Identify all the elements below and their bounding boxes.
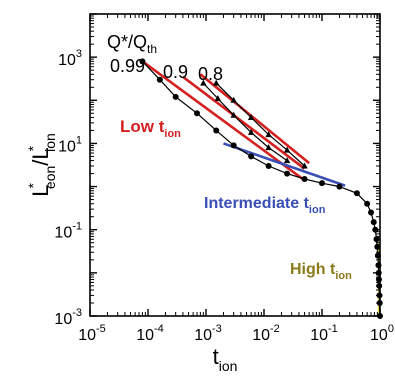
point-0.99-3 xyxy=(194,110,201,117)
point-0.99-12 xyxy=(353,190,360,197)
y-axis-title-sup1: * xyxy=(25,183,41,189)
y-axis-title-sup2: * xyxy=(25,145,41,151)
point-0.99-9 xyxy=(301,175,308,182)
y-axis-title: L*eon/L*ion xyxy=(25,133,58,197)
x-tick-label-base: 10 xyxy=(136,327,154,344)
x-tick-label-exp: -2 xyxy=(270,323,280,335)
point-0.99-10 xyxy=(319,180,325,187)
series-line-0.9 xyxy=(202,82,288,162)
legend-title-main: Q*/Q xyxy=(107,32,147,52)
legend-title-sub: th xyxy=(147,42,157,56)
series-line-0.8 xyxy=(215,82,305,167)
y-tick-label-base: 10 xyxy=(58,138,76,155)
point-0.9-0 xyxy=(200,79,207,86)
y-axis-title-p2: /L xyxy=(28,147,53,165)
y-tick-label-exp: -1 xyxy=(72,221,82,233)
x-tick-label-exp: -4 xyxy=(154,323,164,335)
x-tick-label: 10-1 xyxy=(310,323,338,344)
legend-title: Q*/Qth xyxy=(107,32,157,56)
x-axis-title: tion xyxy=(213,344,238,374)
y-axis-title-sub1: eon xyxy=(42,166,58,189)
point-0.9-1 xyxy=(214,94,222,101)
point-0.8-3 xyxy=(265,131,272,138)
y-tick-label-base: 10 xyxy=(54,225,72,242)
annotation-intermediate-sub: ion xyxy=(309,204,326,216)
x-tick-label: 100 xyxy=(370,323,394,344)
y-tick-label: 101 xyxy=(58,134,82,155)
point-0.8-4 xyxy=(283,146,291,153)
point-0.9-3 xyxy=(247,128,255,135)
y-tick-label-exp: 3 xyxy=(76,48,82,60)
annotation-high-sub: ion xyxy=(335,270,352,282)
point-0.8-5 xyxy=(301,162,308,169)
y-tick-label: 10-3 xyxy=(54,307,82,328)
fit-line-low-0 xyxy=(141,60,306,182)
point-0.9-2 xyxy=(230,111,237,118)
x-tick-label: 10-3 xyxy=(194,323,222,344)
annotation-intermediate-main: Intermediate t xyxy=(204,195,310,212)
x-tick-label-exp: 0 xyxy=(388,323,394,335)
point-0.8-1 xyxy=(230,96,237,103)
annotation-low: Low tion xyxy=(120,117,181,140)
x-tick-label-base: 10 xyxy=(194,327,212,344)
series-label-0.99: 0.99 xyxy=(110,56,145,76)
x-tick-label-exp: -5 xyxy=(96,323,106,335)
point-0.99-0 xyxy=(139,58,146,65)
x-tick-label: 10-2 xyxy=(252,323,280,344)
y-tick-label-exp: 1 xyxy=(76,134,82,146)
y-tick-label-base: 10 xyxy=(58,52,76,69)
x-axis-title-main: t xyxy=(213,344,219,369)
y-tick-label: 10-1 xyxy=(54,221,82,242)
x-tick-label-base: 10 xyxy=(252,327,270,344)
point-0.8-0 xyxy=(213,79,220,86)
fit-line-intermediate-3 xyxy=(223,142,346,187)
x-tick-label-exp: -3 xyxy=(212,323,222,335)
x-tick-label-base: 10 xyxy=(78,327,96,344)
x-tick-label-base: 10 xyxy=(370,327,388,344)
point-0.99-11 xyxy=(336,183,343,190)
axis-ticks xyxy=(89,13,381,317)
y-tick-label-exp: -3 xyxy=(72,307,82,319)
point-0.99-2 xyxy=(172,93,179,100)
x-tick-label: 10-4 xyxy=(136,323,164,344)
x-tick-label-exp: -1 xyxy=(328,323,338,335)
x-tick-label-base: 10 xyxy=(310,327,328,344)
point-0.99-7 xyxy=(265,162,272,169)
series-label-0.9: 0.9 xyxy=(163,62,188,82)
y-tick-label-base: 10 xyxy=(54,311,72,328)
annotation-high-main: High t xyxy=(290,261,336,278)
y-axis-title-sub2: ion xyxy=(42,133,58,152)
y-axis-title-p1: L xyxy=(28,185,53,197)
point-0.99-15 xyxy=(370,219,377,226)
data-series xyxy=(139,58,383,319)
y-tick-label: 103 xyxy=(58,48,82,69)
point-0.9-4 xyxy=(265,144,272,151)
point-0.99-5 xyxy=(230,142,237,149)
annotation-intermediate: Intermediate tion xyxy=(204,195,326,216)
point-0.99-14 xyxy=(368,209,375,216)
fit-line-low-2 xyxy=(199,73,310,165)
point-0.9-5 xyxy=(283,157,291,164)
point-0.99-8 xyxy=(284,170,291,177)
x-axis-title-sub: ion xyxy=(219,358,238,374)
fit-line-low-1 xyxy=(182,75,306,170)
point-0.99-6 xyxy=(248,153,255,160)
annotation-low-sub: ion xyxy=(164,128,181,140)
annotation-low-main: Low t xyxy=(120,117,165,136)
point-0.8-2 xyxy=(247,113,255,120)
series-label-0.8: 0.8 xyxy=(198,64,223,84)
point-0.99-13 xyxy=(364,200,371,207)
plot-frame xyxy=(89,13,381,317)
annotation-high: High tion xyxy=(290,261,352,282)
x-tick-label: 10-5 xyxy=(78,323,106,344)
point-0.99-1 xyxy=(156,76,163,83)
point-0.99-4 xyxy=(213,127,220,134)
